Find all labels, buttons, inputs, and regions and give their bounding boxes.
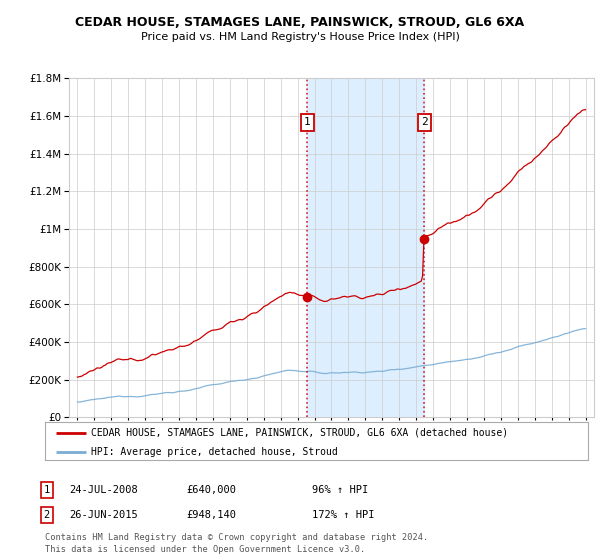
Text: £640,000: £640,000 bbox=[186, 485, 236, 495]
Text: 24-JUL-2008: 24-JUL-2008 bbox=[69, 485, 138, 495]
Bar bbox=[307, 78, 424, 417]
Text: HPI: Average price, detached house, Stroud: HPI: Average price, detached house, Stro… bbox=[91, 447, 338, 457]
Text: £948,140: £948,140 bbox=[186, 510, 236, 520]
Text: 26-JUN-2015: 26-JUN-2015 bbox=[69, 510, 138, 520]
Text: 96% ↑ HPI: 96% ↑ HPI bbox=[312, 485, 368, 495]
Text: 172% ↑ HPI: 172% ↑ HPI bbox=[312, 510, 374, 520]
Text: This data is licensed under the Open Government Licence v3.0.: This data is licensed under the Open Gov… bbox=[45, 545, 365, 554]
Text: Price paid vs. HM Land Registry's House Price Index (HPI): Price paid vs. HM Land Registry's House … bbox=[140, 32, 460, 43]
Text: CEDAR HOUSE, STAMAGES LANE, PAINSWICK, STROUD, GL6 6XA: CEDAR HOUSE, STAMAGES LANE, PAINSWICK, S… bbox=[76, 16, 524, 29]
Text: 2: 2 bbox=[421, 118, 428, 128]
Text: 1: 1 bbox=[44, 485, 50, 495]
Text: CEDAR HOUSE, STAMAGES LANE, PAINSWICK, STROUD, GL6 6XA (detached house): CEDAR HOUSE, STAMAGES LANE, PAINSWICK, S… bbox=[91, 427, 508, 437]
Text: 1: 1 bbox=[304, 118, 310, 128]
Text: 2: 2 bbox=[44, 510, 50, 520]
Text: Contains HM Land Registry data © Crown copyright and database right 2024.: Contains HM Land Registry data © Crown c… bbox=[45, 533, 428, 542]
